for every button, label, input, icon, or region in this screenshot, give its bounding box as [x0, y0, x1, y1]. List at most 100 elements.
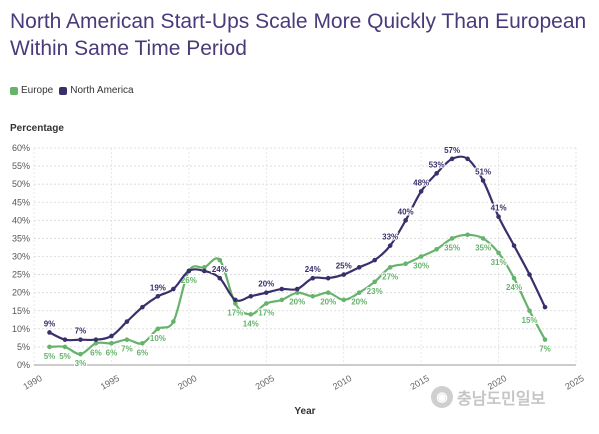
data-point-europe[interactable] [527, 308, 532, 314]
y-tick-label: 30% [12, 252, 30, 262]
data-point-europe[interactable] [480, 236, 486, 241]
data-label-europe: 6% [137, 348, 149, 357]
watermark-logo-icon: ◉ [431, 386, 453, 408]
data-label-europe: 23% [367, 287, 383, 296]
data-point-europe[interactable] [341, 297, 347, 303]
data-point-europe[interactable] [403, 261, 408, 267]
data-point-north-america[interactable] [434, 171, 439, 176]
data-point-north-america[interactable] [202, 268, 207, 274]
data-point-europe[interactable] [78, 351, 83, 357]
data-point-europe[interactable] [310, 293, 316, 299]
x-tick-label: 2015 [408, 373, 430, 392]
data-label-north-america: 20% [258, 280, 274, 289]
x-tick-label: 2025 [563, 373, 585, 392]
data-point-north-america[interactable] [325, 275, 331, 281]
legend-swatch-europe [10, 86, 18, 95]
data-point-north-america[interactable] [356, 265, 362, 270]
data-point-europe[interactable] [93, 341, 99, 346]
data-point-europe[interactable] [47, 344, 52, 350]
data-point-north-america[interactable] [542, 304, 548, 310]
data-point-europe[interactable] [434, 246, 439, 252]
data-point-north-america[interactable] [78, 337, 83, 342]
data-point-europe[interactable] [124, 337, 130, 342]
legend-item-europe[interactable]: Europe [10, 85, 53, 96]
chart-title: North American Start-Ups Scale More Quic… [10, 10, 587, 60]
data-label-europe: 26% [181, 276, 197, 285]
data-point-europe[interactable] [279, 297, 285, 303]
data-point-europe[interactable] [263, 301, 269, 306]
data-point-north-america[interactable] [93, 337, 99, 342]
data-point-europe[interactable] [248, 312, 254, 317]
data-label-europe: 20% [289, 298, 305, 307]
data-point-europe[interactable] [233, 301, 238, 306]
data-point-north-america[interactable] [124, 319, 130, 324]
data-point-north-america[interactable] [310, 275, 316, 281]
y-tick-label: 55% [12, 161, 30, 171]
data-point-north-america[interactable] [279, 286, 285, 292]
data-label-europe: 35% [444, 243, 460, 252]
data-point-europe[interactable] [511, 275, 517, 281]
data-label-europe: 24% [506, 283, 522, 292]
data-point-north-america[interactable] [527, 272, 532, 277]
data-point-europe[interactable] [171, 319, 176, 324]
legend-item-north-america[interactable]: North America [59, 85, 134, 96]
data-point-europe[interactable] [418, 254, 424, 259]
data-label-europe: 27% [382, 272, 398, 281]
data-point-europe[interactable] [62, 344, 68, 350]
data-point-europe[interactable] [372, 279, 377, 285]
data-point-north-america[interactable] [171, 286, 176, 292]
data-point-north-america[interactable] [511, 243, 517, 248]
y-tick-label: 60% [12, 143, 30, 153]
data-point-north-america[interactable] [140, 304, 145, 310]
data-point-europe[interactable] [387, 265, 393, 270]
data-point-north-america[interactable] [109, 333, 114, 339]
y-tick-label: 10% [12, 324, 30, 334]
data-label-europe: 6% [90, 348, 102, 357]
data-point-north-america[interactable] [294, 286, 300, 292]
y-tick-label: 0% [17, 360, 30, 370]
data-point-north-america[interactable] [418, 189, 424, 194]
data-point-europe[interactable] [155, 326, 161, 332]
data-point-europe[interactable] [496, 250, 501, 256]
data-label-north-america: 53% [429, 160, 445, 169]
data-point-north-america[interactable] [403, 218, 408, 223]
data-point-north-america[interactable] [496, 214, 501, 220]
data-point-europe[interactable] [542, 337, 548, 342]
data-point-north-america[interactable] [62, 337, 68, 342]
data-point-north-america[interactable] [372, 257, 377, 263]
legend-label-north-america: North America [70, 85, 134, 96]
data-label-europe: 17% [258, 309, 274, 318]
data-point-europe[interactable] [217, 257, 223, 263]
data-label-europe: 7% [539, 345, 551, 354]
data-point-north-america[interactable] [449, 156, 455, 162]
data-label-europe: 6% [106, 348, 118, 357]
data-point-north-america[interactable] [217, 275, 223, 281]
data-label-north-america: 19% [150, 283, 166, 292]
data-point-north-america[interactable] [480, 178, 486, 183]
data-point-europe[interactable] [325, 290, 331, 295]
data-label-north-america: 25% [336, 262, 352, 271]
data-point-europe[interactable] [465, 232, 470, 238]
data-point-north-america[interactable] [186, 268, 192, 274]
data-point-europe[interactable] [140, 341, 145, 346]
data-point-north-america[interactable] [248, 293, 254, 299]
y-tick-label: 25% [12, 270, 30, 280]
x-tick-label: 2010 [331, 373, 353, 392]
data-point-europe[interactable] [449, 236, 455, 241]
data-point-north-america[interactable] [155, 293, 161, 299]
data-point-north-america[interactable] [465, 156, 470, 162]
data-point-north-america[interactable] [233, 297, 238, 303]
data-point-europe[interactable] [202, 265, 207, 270]
data-point-europe[interactable] [294, 290, 300, 295]
data-label-europe: 30% [413, 262, 429, 271]
y-tick-label: 45% [12, 197, 30, 207]
data-label-europe: 35% [475, 243, 491, 252]
data-point-north-america[interactable] [263, 290, 269, 295]
data-point-north-america[interactable] [387, 243, 393, 248]
data-point-europe[interactable] [356, 290, 362, 295]
data-label-north-america: 9% [44, 319, 56, 328]
data-point-north-america[interactable] [341, 272, 347, 277]
data-point-europe[interactable] [109, 341, 114, 346]
x-tick-label: 2005 [254, 373, 276, 392]
data-point-north-america[interactable] [47, 330, 52, 335]
